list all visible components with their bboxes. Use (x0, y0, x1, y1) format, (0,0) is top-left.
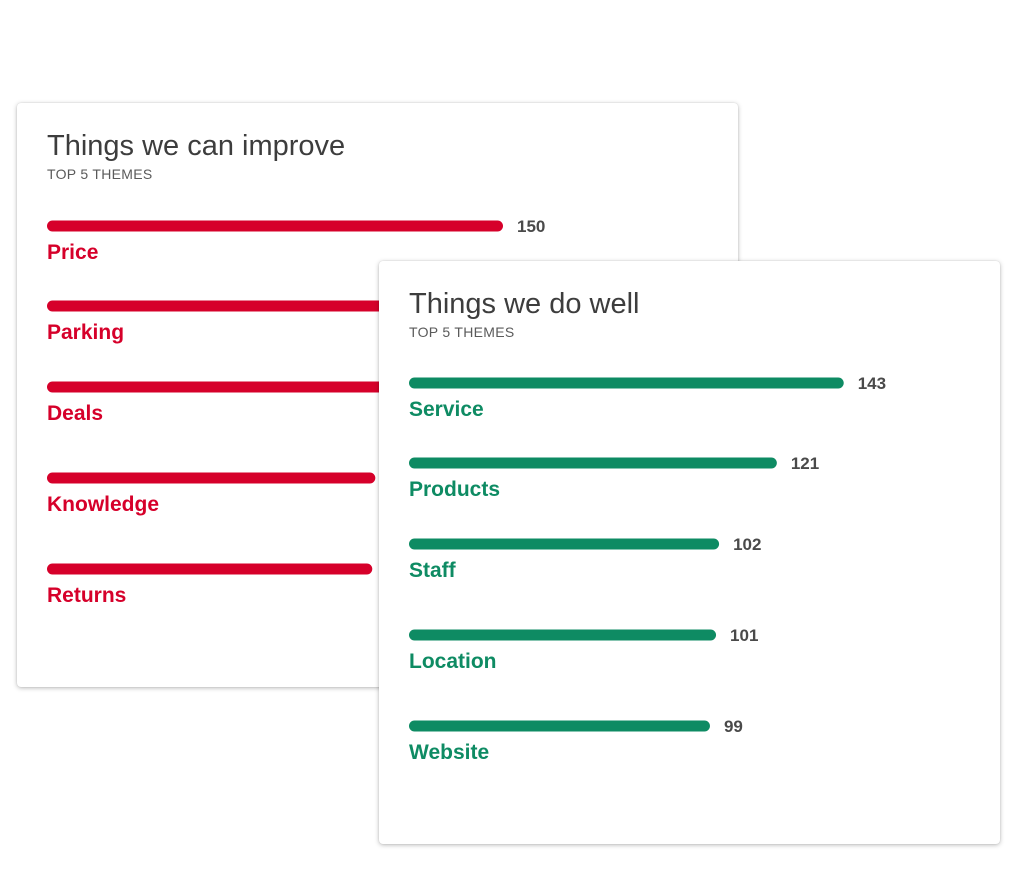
improve-bar-returns (47, 563, 373, 575)
improve-category-label-deals: Deals (47, 402, 103, 425)
do-well-category-label-products: Products (409, 478, 500, 501)
do-well-themes-card: Things we do well TOP 5 THEMES 143 Servic… (379, 261, 1000, 844)
improve-category-label-price: Price (47, 241, 98, 264)
do-well-bar-products (409, 457, 777, 469)
do-well-category-label-staff: Staff (409, 559, 457, 582)
improve-card-subtitle: TOP 5 THEMES (47, 166, 153, 182)
do-well-category-label-service: Service (409, 398, 484, 421)
improve-bar-price (47, 220, 503, 232)
improve-category-label-knowledge: Knowledge (47, 493, 159, 516)
do-well-value-label-website: 99 (724, 717, 743, 736)
do-well-value-label-location: 101 (730, 626, 758, 645)
improve-value-label-price: 150 (517, 217, 545, 236)
do-well-bar-website (409, 720, 710, 732)
do-well-card-title: Things we do well (409, 288, 640, 320)
do-well-bar-chart: 143 Service 121 Products 102 Staff 101 Location… (409, 374, 886, 764)
do-well-bar-service (409, 377, 844, 389)
do-well-card-subtitle: TOP 5 THEMES (409, 324, 515, 340)
improve-bar-chart: 150Price124Parking112Deals108Knowledge10… (47, 217, 545, 607)
improve-bar-knowledge (47, 472, 376, 484)
do-well-bar-staff (409, 538, 720, 550)
improve-bar-deals (47, 381, 388, 393)
do-well-category-label-location: Location (409, 650, 497, 673)
do-well-category-label-website: Website (409, 741, 489, 764)
do-well-value-label-products: 121 (791, 454, 819, 473)
improve-category-label-returns: Returns (47, 584, 126, 607)
improve-bar-parking (47, 300, 424, 312)
do-well-value-label-staff: 102 (733, 535, 761, 554)
improve-category-label-parking: Parking (47, 321, 124, 344)
do-well-value-label-service: 143 (858, 374, 886, 393)
improve-card-title: Things we can improve (47, 130, 346, 162)
do-well-bar-location (409, 629, 717, 641)
